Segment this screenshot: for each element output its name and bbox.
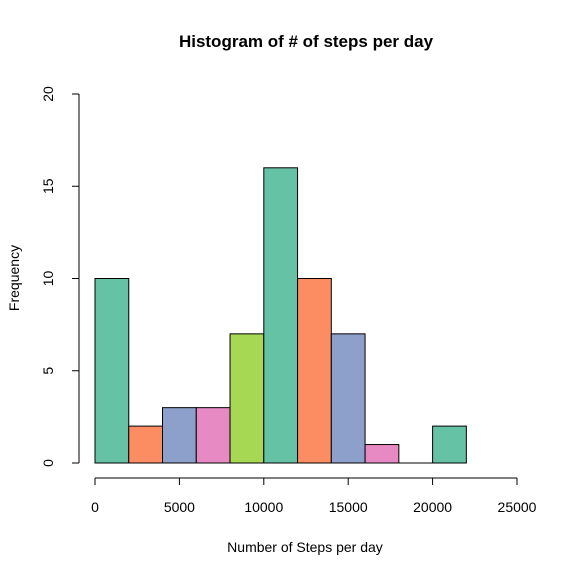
x-axis-label: Number of Steps per day [227, 539, 383, 555]
chart-title: Histogram of # of steps per day [179, 32, 434, 51]
bars-group [94, 167, 467, 464]
histogram-bar-10 [432, 425, 467, 464]
x-tick-label-2: 10000 [244, 499, 283, 515]
histogram-bar-6 [297, 278, 332, 464]
histogram-bar-4 [229, 333, 265, 464]
x-tick-label-4: 20000 [413, 499, 452, 515]
y-axis-label: Frequency [6, 245, 22, 311]
x-axis: 0 5000 10000 15000 20000 25000 [91, 477, 537, 515]
x-tick-label-5: 25000 [498, 499, 537, 515]
x-tick-label-1: 5000 [164, 499, 195, 515]
histogram-bar-3 [195, 407, 231, 464]
y-tick-label-1: 5 [40, 367, 56, 375]
x-tick-label-0: 0 [91, 499, 99, 515]
y-axis: 0 5 10 15 20 [40, 86, 80, 467]
histogram-bar-0 [94, 278, 130, 464]
y-tick-label-4: 20 [40, 86, 56, 102]
histogram-bar-8 [364, 444, 400, 464]
histogram-bar-5 [263, 167, 299, 464]
x-tick-label-3: 15000 [329, 499, 368, 515]
y-tick-label-2: 10 [40, 271, 56, 287]
histogram-bar-7 [330, 333, 366, 464]
histogram-bar-1 [128, 425, 164, 464]
histogram-bar-2 [162, 407, 197, 464]
y-tick-label-0: 0 [40, 459, 56, 467]
y-tick-label-3: 15 [40, 178, 56, 194]
